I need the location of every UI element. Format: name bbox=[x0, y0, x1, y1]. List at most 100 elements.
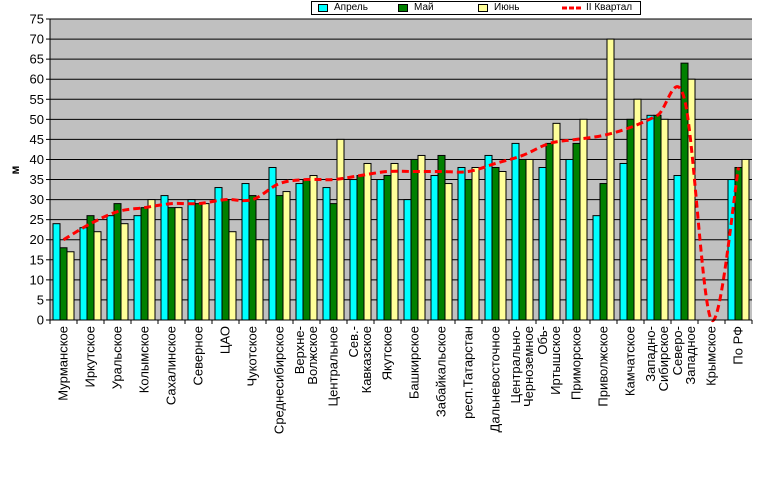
bar-Май bbox=[59, 247, 68, 321]
x-tick-label: Центрально- bbox=[508, 326, 523, 404]
x-tick-label: Обь- bbox=[535, 326, 550, 355]
bar-Май bbox=[248, 195, 257, 321]
bar-Апрель bbox=[133, 215, 142, 321]
bar-Май bbox=[545, 142, 554, 321]
bar-Июнь bbox=[444, 183, 453, 321]
bar-Май bbox=[356, 175, 365, 321]
y-tick-label: 35 bbox=[30, 172, 44, 187]
x-tick-label: Сибирское bbox=[656, 326, 671, 391]
y-tick-label: 15 bbox=[30, 252, 44, 267]
bar-Апрель bbox=[619, 162, 628, 321]
legend-swatch bbox=[398, 4, 408, 12]
bar-Июнь bbox=[552, 122, 561, 321]
bar-Май bbox=[518, 158, 527, 321]
legend-swatch bbox=[478, 4, 488, 12]
bar-Июнь bbox=[741, 158, 750, 321]
x-tick-label: Камчатское bbox=[623, 326, 638, 396]
bar-Июнь bbox=[255, 239, 264, 321]
bar-Апрель bbox=[565, 158, 574, 321]
x-tick-label: Кавказское bbox=[359, 326, 374, 393]
bar-Май bbox=[410, 158, 419, 321]
y-tick-label: 20 bbox=[30, 232, 44, 247]
x-tick-label: Северо- bbox=[670, 326, 685, 375]
bar-Июнь bbox=[687, 78, 696, 321]
bar-Июнь bbox=[66, 251, 75, 321]
x-tick-label: Волжское bbox=[305, 326, 320, 385]
bar-Май bbox=[599, 183, 608, 321]
y-tick-label: 60 bbox=[30, 72, 44, 87]
x-tick-label: Иркутское bbox=[83, 326, 98, 388]
bar-Июнь bbox=[525, 158, 534, 321]
bar-Июнь bbox=[93, 231, 102, 321]
x-tick-label: Сев.- bbox=[346, 326, 361, 357]
y-tick-label: 55 bbox=[30, 92, 44, 107]
y-tick-label: 40 bbox=[30, 152, 44, 167]
bar-Июнь bbox=[390, 162, 399, 321]
bar-Май bbox=[491, 166, 500, 321]
bar-Апрель bbox=[52, 223, 61, 321]
bar-Апрель bbox=[511, 142, 520, 321]
legend-swatch bbox=[318, 4, 328, 12]
bar-Май bbox=[680, 62, 689, 321]
x-tick-label: Забайкальское bbox=[434, 326, 449, 417]
x-tick-label: По РФ bbox=[731, 326, 746, 365]
bar-Апрель bbox=[403, 199, 412, 321]
bar-Июнь bbox=[228, 231, 237, 321]
x-tick-label: Приволжское bbox=[596, 326, 611, 407]
x-tick-label: ЦАО bbox=[218, 326, 233, 354]
bar-Июнь bbox=[498, 171, 507, 321]
bar-Май bbox=[572, 142, 581, 321]
x-tick-label: респ.Татарстан bbox=[461, 326, 476, 419]
x-tick-label: Крымское bbox=[704, 326, 719, 386]
bar-Май bbox=[221, 199, 230, 321]
bar-Апрель bbox=[322, 187, 331, 321]
bar-Май bbox=[167, 207, 176, 321]
bar-Июнь bbox=[633, 98, 642, 321]
bar-Июнь bbox=[579, 118, 588, 321]
legend-label: Июнь bbox=[494, 2, 520, 13]
bar-Июнь bbox=[282, 191, 291, 321]
bar-Апрель bbox=[457, 166, 466, 321]
y-tick-label: 70 bbox=[30, 32, 44, 47]
bar-Апрель bbox=[187, 199, 196, 321]
bar-Апрель bbox=[106, 215, 115, 321]
legend: Апрель Май Июнь II Квартал bbox=[311, 1, 641, 15]
bar-Май bbox=[383, 175, 392, 321]
bar-Апрель bbox=[376, 179, 385, 321]
bar-Июнь bbox=[606, 38, 615, 321]
x-tick-label: Уральское bbox=[110, 326, 125, 389]
x-tick-label: Западное bbox=[683, 326, 698, 385]
bar-Июнь bbox=[201, 203, 210, 321]
legend-label: Апрель bbox=[334, 2, 368, 13]
x-tick-label: Башкирское bbox=[407, 326, 422, 399]
bar-Апрель bbox=[214, 187, 223, 321]
bar-Апрель bbox=[268, 166, 277, 321]
y-tick-label: 45 bbox=[30, 132, 44, 147]
series-line-quarter bbox=[62, 85, 740, 322]
bar-Май bbox=[113, 203, 122, 321]
bar-Июнь bbox=[174, 207, 183, 321]
y-tick-label: 65 bbox=[30, 52, 44, 67]
bar-Апрель bbox=[592, 215, 601, 321]
bar-Май bbox=[302, 179, 311, 321]
bar-Май bbox=[464, 179, 473, 321]
bar-Июнь bbox=[120, 223, 129, 321]
x-tick-label: Приморское bbox=[569, 326, 584, 400]
x-tick-label: Чукотское bbox=[245, 326, 260, 387]
x-tick-label: Черноземное bbox=[521, 326, 536, 407]
bar-Апрель bbox=[430, 175, 439, 321]
x-tick-label: Сахалинское bbox=[164, 326, 179, 405]
bar-Май bbox=[437, 154, 446, 321]
bar-Апрель bbox=[538, 166, 547, 321]
x-tick-label: Якутское bbox=[380, 326, 395, 380]
bar-Июнь bbox=[336, 138, 345, 321]
y-axis-label: м bbox=[8, 165, 22, 174]
y-tick-label: 25 bbox=[30, 212, 44, 227]
x-tick-label: Верхне- bbox=[292, 326, 307, 374]
x-tick-label: Северное bbox=[191, 326, 206, 385]
bar-Май bbox=[653, 114, 662, 321]
bar-Июнь bbox=[309, 175, 318, 321]
x-tick-label: Колымское bbox=[137, 326, 152, 393]
bar-Май bbox=[626, 118, 635, 321]
